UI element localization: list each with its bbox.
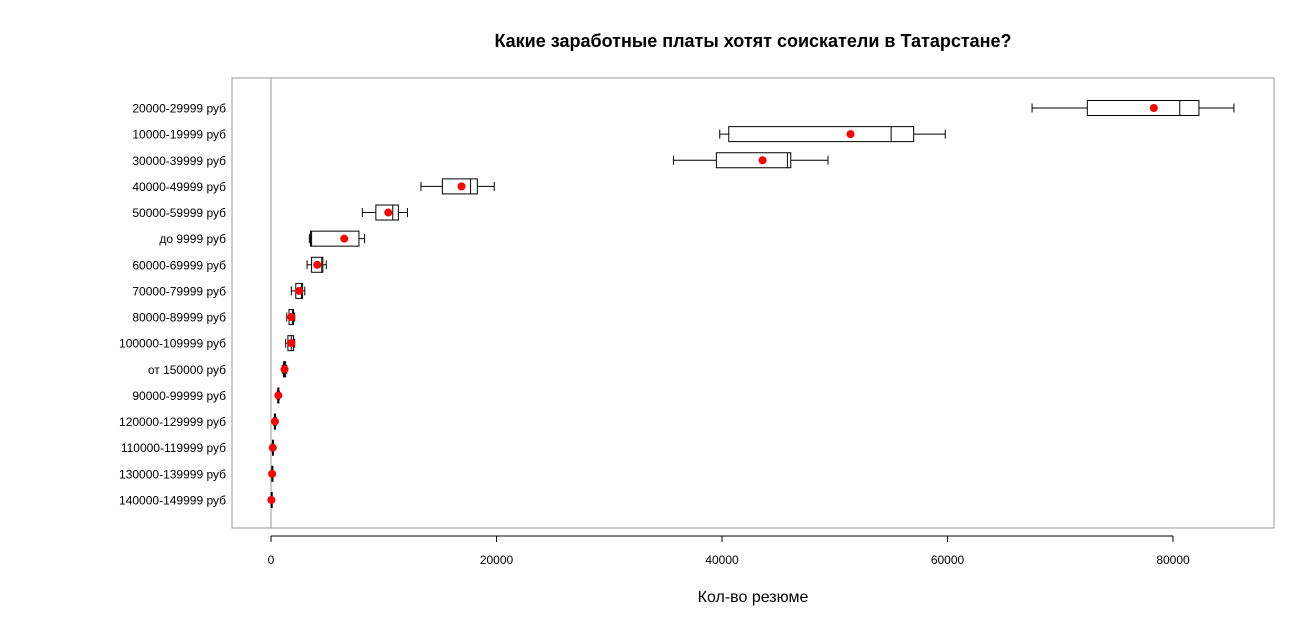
- x-tick-label: 80000: [1156, 553, 1190, 567]
- y-tick-label: 130000-139999 руб: [119, 467, 226, 481]
- box-4: [361, 204, 408, 221]
- mean-point: [1149, 104, 1158, 112]
- box-rect: [715, 152, 792, 169]
- box-13: [268, 439, 277, 456]
- y-tick-labels: 20000-29999 руб 10000-19999 руб 30000-3999…: [119, 102, 226, 508]
- box-1: [719, 126, 946, 143]
- box-9: [285, 335, 296, 352]
- y-tick-label: 40000-49999 руб: [132, 180, 226, 194]
- box-14: [268, 465, 277, 482]
- box-6: [306, 256, 327, 273]
- y-tick-label: 140000-149999 руб: [119, 493, 226, 507]
- mean-point: [274, 391, 283, 400]
- box-15: [267, 491, 276, 508]
- chart-title: Какие заработные платы хотят соискатели …: [494, 31, 1012, 51]
- x-tick-label: 40000: [705, 553, 739, 567]
- mean-point: [384, 208, 393, 217]
- box-rect: [309, 230, 360, 247]
- mean-point: [287, 339, 296, 348]
- box-5: [308, 230, 366, 247]
- mean-point: [295, 286, 304, 295]
- mean-point: [313, 260, 322, 269]
- mean-point: [268, 443, 277, 452]
- mean-point: [846, 130, 855, 139]
- box-2: [673, 152, 829, 169]
- x-axis-label: Кол-во резюме: [697, 589, 809, 606]
- y-tick-label: 20000-29999 руб: [132, 102, 226, 116]
- y-tick-label: 100000-109999 руб: [119, 337, 226, 351]
- box-rect: [728, 126, 915, 143]
- mean-point: [758, 156, 767, 165]
- y-tick-label: 70000-79999 руб: [132, 284, 226, 298]
- y-tick-label: 60000-69999 руб: [132, 258, 226, 272]
- mean-point: [270, 417, 279, 426]
- y-tick-label: от 150000 руб: [148, 363, 226, 377]
- y-tick-label: 90000-99999 руб: [132, 389, 226, 403]
- x-tick-label: 20000: [480, 553, 514, 567]
- box-10: [280, 361, 289, 378]
- box-rect: [1086, 100, 1200, 116]
- x-tick-label: 0: [268, 553, 275, 567]
- x-axis: 0 20000 40000 60000 80000: [268, 535, 1190, 567]
- y-tick-label: до 9999 руб: [159, 232, 226, 246]
- mean-point: [267, 495, 276, 504]
- box-11: [274, 387, 283, 404]
- box-7: [290, 282, 306, 299]
- plot-frame: [231, 77, 1275, 529]
- mean-point: [340, 234, 349, 243]
- mean-point: [287, 313, 296, 322]
- y-tick-label: 80000-89999 руб: [132, 311, 226, 325]
- mean-point: [268, 469, 277, 478]
- box-3: [420, 178, 495, 195]
- boxes-layer: [267, 100, 1235, 508]
- box-0: [1031, 100, 1235, 116]
- x-tick-label: 60000: [931, 553, 965, 567]
- mean-point: [280, 365, 289, 374]
- box-8: [286, 309, 296, 326]
- y-tick-label: 110000-119999 руб: [121, 441, 226, 455]
- y-tick-label: 50000-59999 руб: [132, 206, 226, 220]
- box-12: [270, 413, 279, 430]
- mean-point: [457, 182, 466, 191]
- y-tick-label: 10000-19999 руб: [132, 128, 226, 142]
- y-tick-label: 30000-39999 руб: [132, 154, 226, 168]
- y-tick-label: 120000-129999 руб: [119, 415, 226, 429]
